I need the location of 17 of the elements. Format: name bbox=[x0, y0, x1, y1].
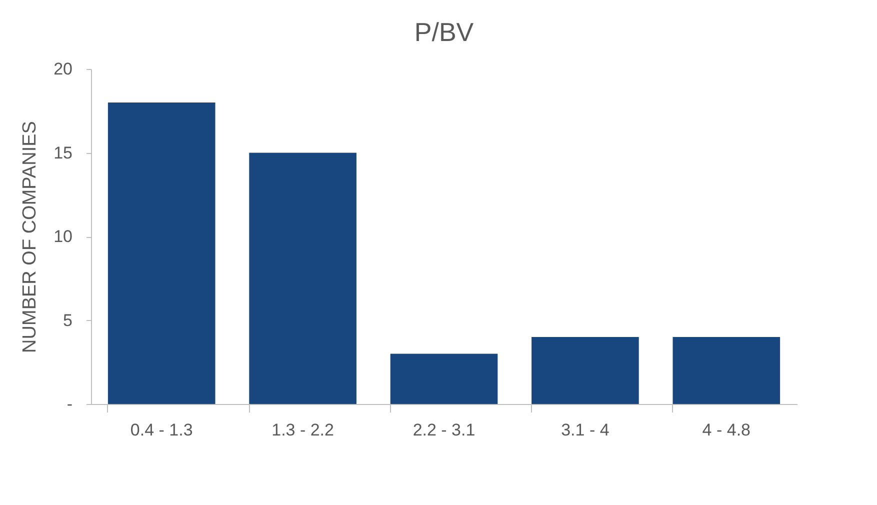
y-tick-label: - bbox=[66, 394, 72, 414]
bar bbox=[672, 337, 780, 404]
x-tick-label: 3.1 - 4 bbox=[561, 420, 610, 440]
y-axis-title: NUMBER OF COMPANIES bbox=[20, 121, 41, 353]
y-tick-label: 20 bbox=[54, 60, 72, 78]
x-tick-label: 1.3 - 2.2 bbox=[272, 420, 334, 440]
bar bbox=[249, 152, 356, 404]
y-tick-label: 5 bbox=[63, 310, 72, 330]
x-tick-label: 2.2 - 3.1 bbox=[412, 420, 476, 440]
y-tick-label: 15 bbox=[54, 143, 72, 162]
bar bbox=[108, 102, 216, 404]
chart-title: P/BV bbox=[414, 17, 474, 47]
bar bbox=[390, 354, 498, 404]
bar bbox=[532, 337, 639, 404]
x-tick-label: 0.4 - 1.3 bbox=[130, 420, 193, 440]
x-tick-label: 4 - 4.8 bbox=[702, 420, 750, 440]
y-tick-label: 10 bbox=[54, 227, 72, 246]
